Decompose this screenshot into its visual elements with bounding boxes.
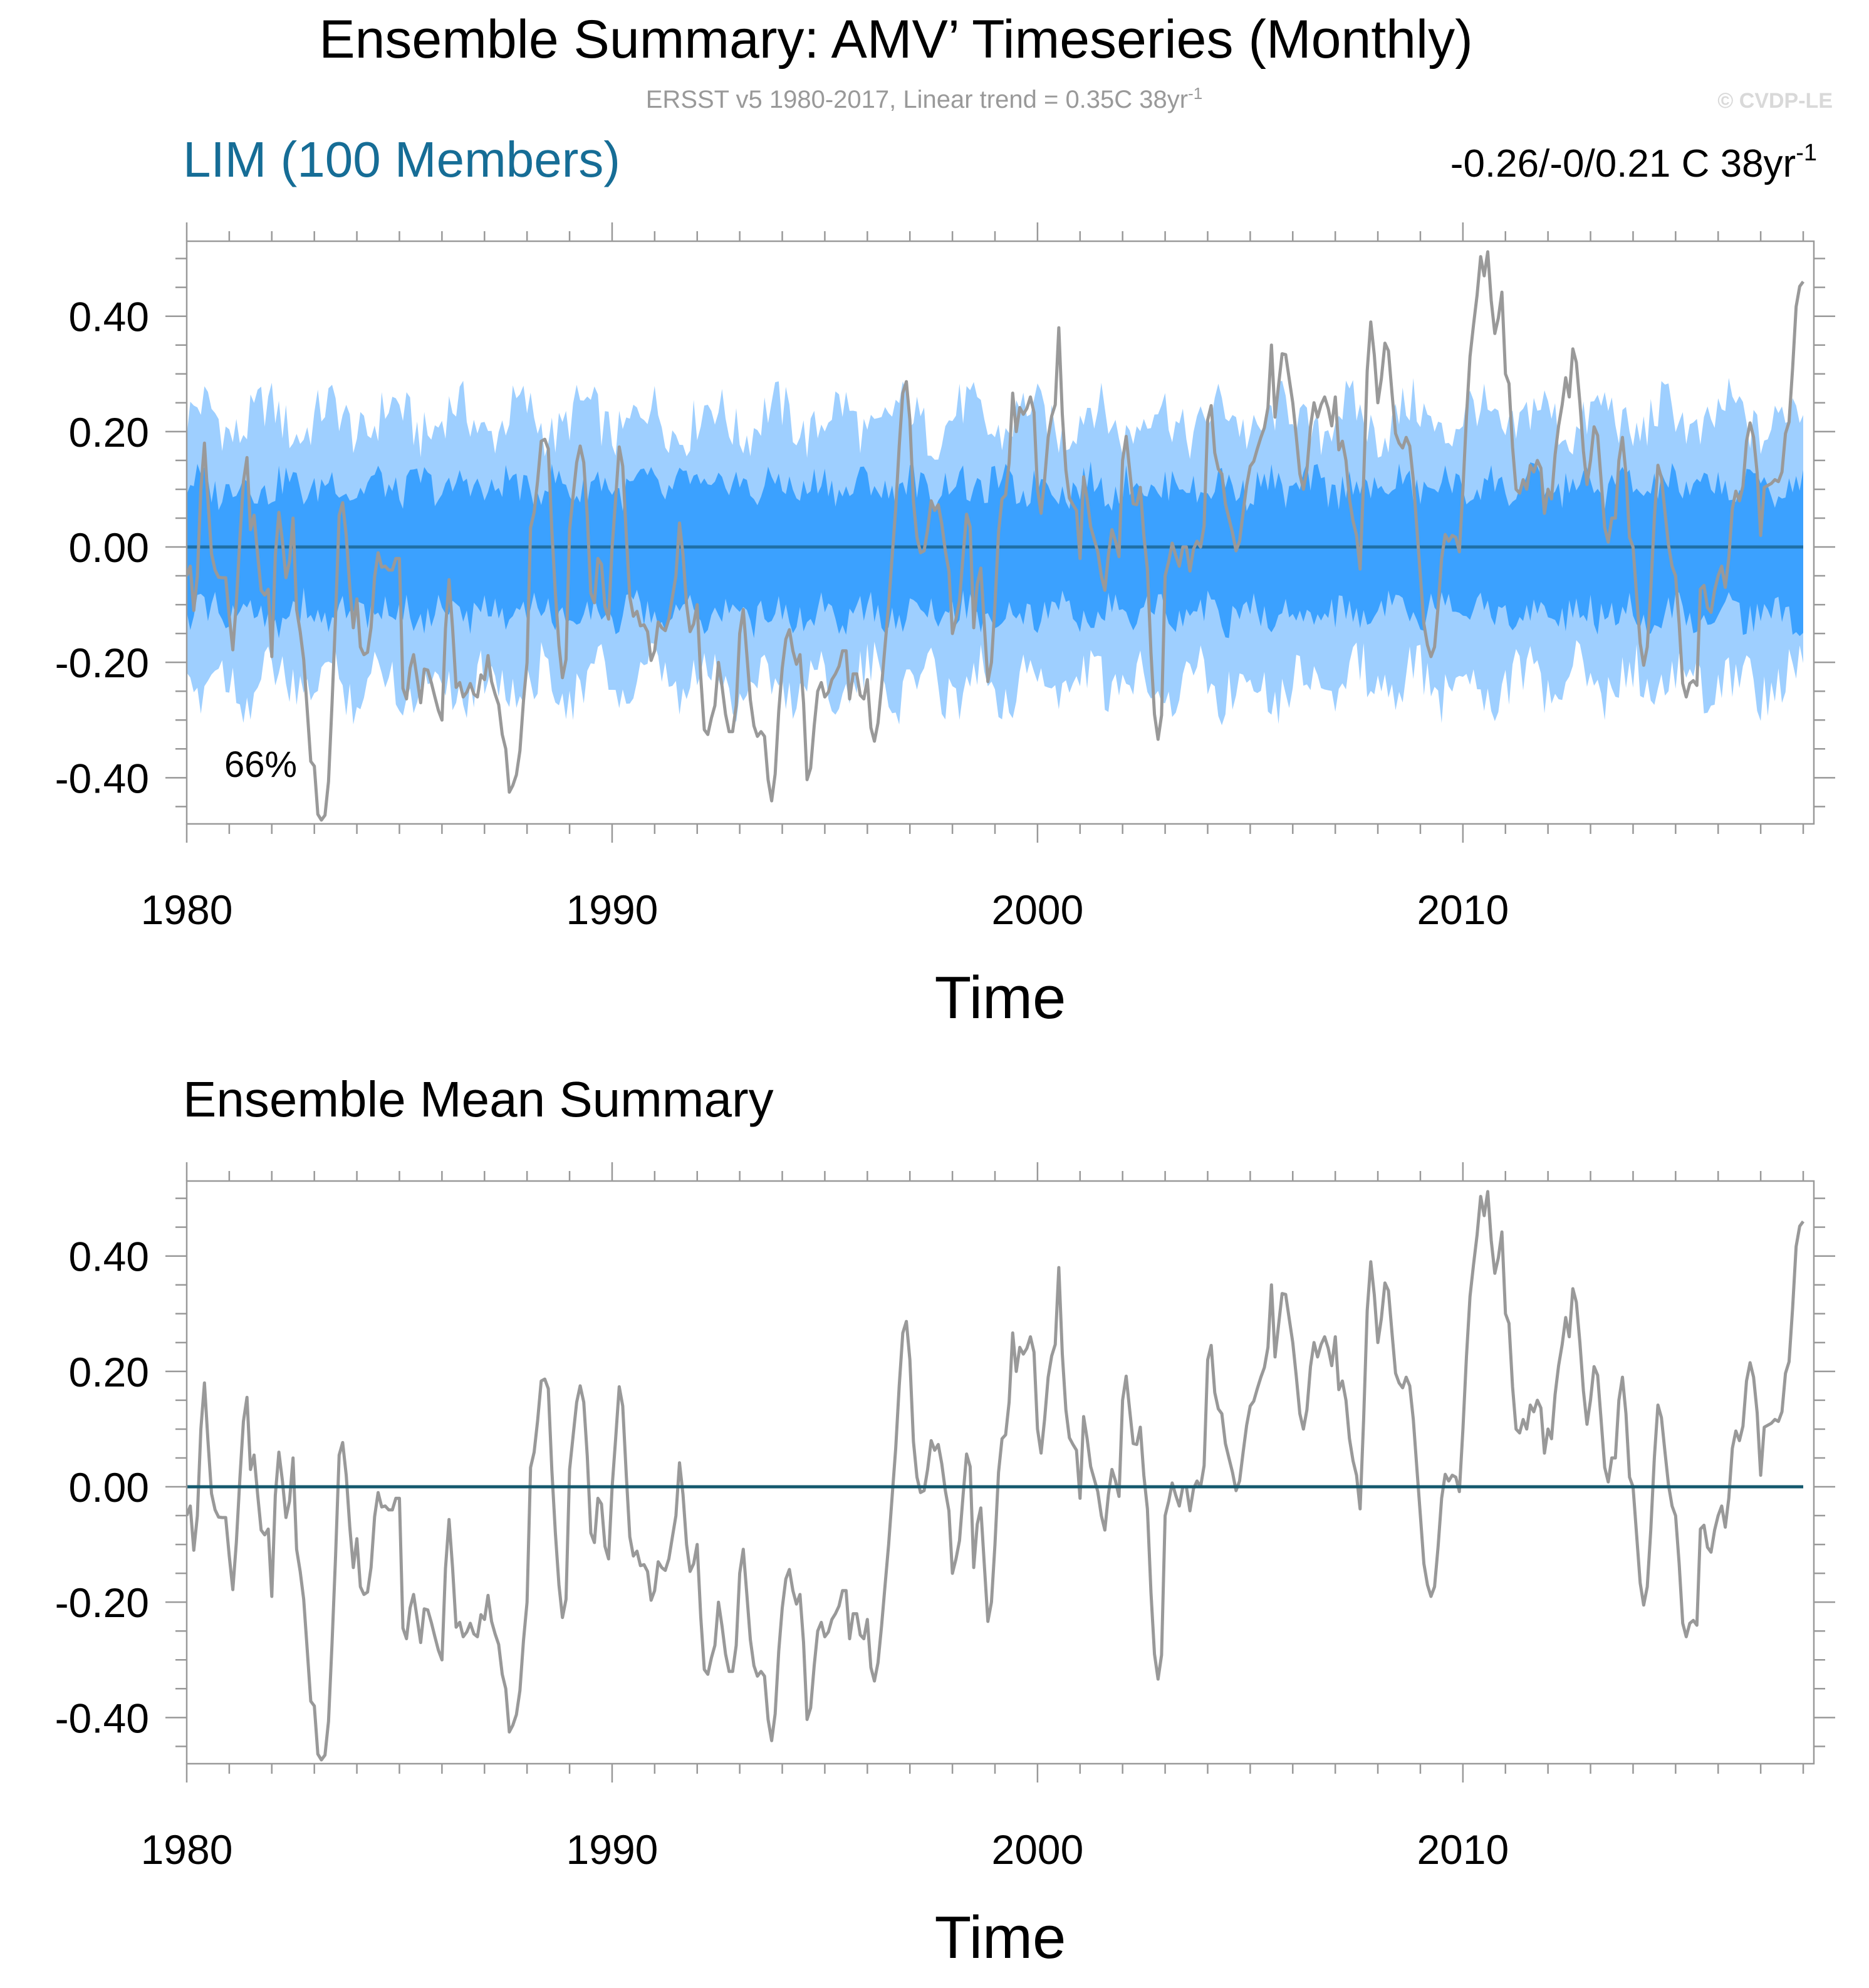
x-tick-label: 2000 xyxy=(991,887,1083,933)
y-tick-label: 0.00 xyxy=(69,524,149,571)
x-axis-label: Time xyxy=(935,964,1066,1031)
trend-text: -0.26/-0/0.21 C 38yr xyxy=(1450,142,1796,185)
panel1-title: LIM (100 Members) xyxy=(183,132,620,187)
x-tick-label: 2010 xyxy=(1417,887,1509,933)
plot-area xyxy=(187,1190,1805,1762)
x-tick-label: 1990 xyxy=(566,1826,659,1873)
x-tick-label: 2000 xyxy=(991,1826,1083,1873)
panel2-title: Ensemble Mean Summary xyxy=(183,1071,774,1127)
subtitle-text: ERSST v5 1980-2017, Linear trend = 0.35C… xyxy=(646,86,1188,113)
y-tick-label: 0.20 xyxy=(69,409,149,455)
obs-line xyxy=(187,1190,1805,1762)
y-tick-label: 0.40 xyxy=(69,294,149,340)
panel1-plot: 66% 1980 1990 2000 2010 Time 0.40 0.20 0.00 -0.20… xyxy=(55,222,1835,1031)
y-tick-label: -0.40 xyxy=(55,1695,149,1741)
y-tick-label: -0.20 xyxy=(55,1579,149,1626)
x-tick-label: 1990 xyxy=(566,887,659,933)
subtitle-sup: -1 xyxy=(1188,84,1202,103)
figure-title: Ensemble Summary: AMV’ Timeseries (Month… xyxy=(319,9,1473,70)
watermark: © CVDP-LE xyxy=(1717,89,1833,113)
y-tick-label: 0.20 xyxy=(69,1349,149,1395)
percent-annotation: 66% xyxy=(224,744,297,785)
x-tick-label: 1980 xyxy=(141,887,233,933)
trend-sup: -1 xyxy=(1796,140,1817,166)
plot-area xyxy=(187,250,1805,822)
figure-subtitle: ERSST v5 1980-2017, Linear trend = 0.35C… xyxy=(646,84,1202,113)
x-axis-label: Time xyxy=(935,1904,1066,1971)
panel1-trend-label: -0.26/-0/0.21 C 38yr-1 xyxy=(1450,140,1817,185)
obs-line xyxy=(187,250,1805,822)
y-tick-label: -0.40 xyxy=(55,755,149,801)
panel2-plot: 1980 1990 2000 2010 Time 0.40 0.20 0.00 -0.20 -0.… xyxy=(55,1162,1835,1971)
y-tick-label: -0.20 xyxy=(55,640,149,686)
plot-frame xyxy=(185,1180,1815,1765)
y-tick-label: 0.40 xyxy=(69,1234,149,1280)
plot-frame xyxy=(185,240,1815,825)
y-tick-label: 0.00 xyxy=(69,1464,149,1511)
x-tick-label: 1980 xyxy=(141,1826,233,1873)
x-tick-label: 2010 xyxy=(1417,1826,1509,1873)
